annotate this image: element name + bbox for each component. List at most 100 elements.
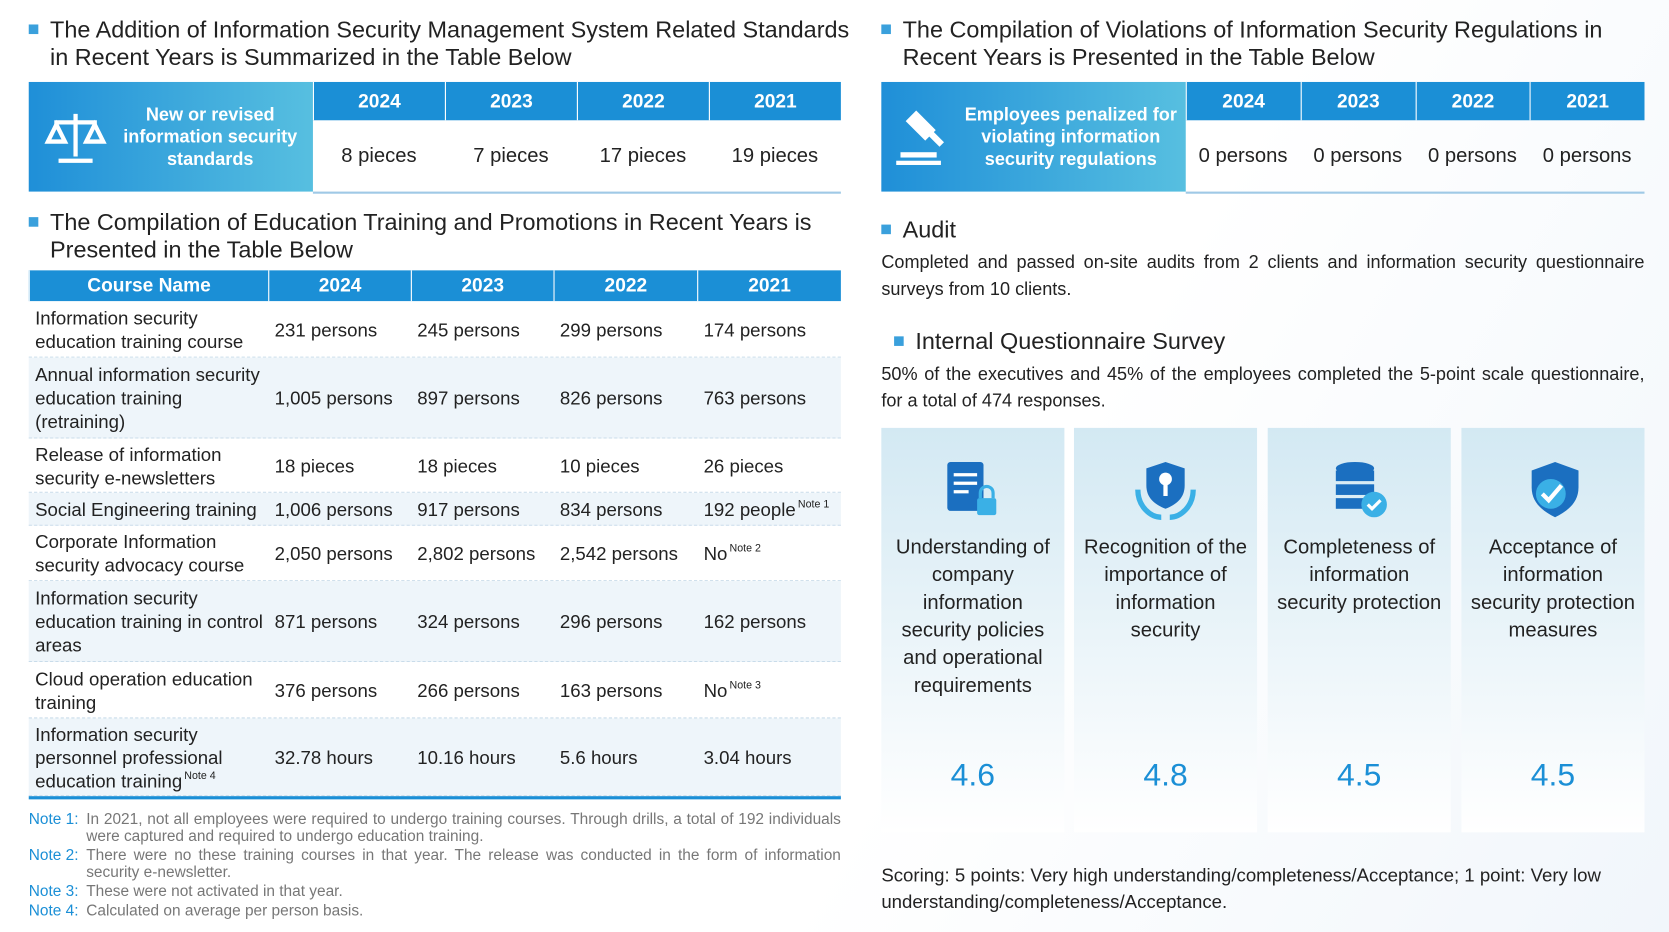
cell-text: 2,802 persons [417,542,536,565]
cell-text: 871 persons [274,610,378,633]
cell: Information security personnel professio… [29,718,268,796]
row-bg [28,357,841,439]
cell-text: 26 pieces [704,454,784,477]
cell: 266 persons [411,662,554,718]
cell-text: 2,802 persons [417,542,535,565]
cell: 324 persons [411,581,554,662]
column-header: 2021 [697,270,841,302]
cell-text: No [703,542,728,565]
note-ref: Note 4 [184,770,216,782]
card-label: Acceptance of information security prote… [1470,536,1636,642]
column-header: Course Name [28,270,269,302]
cell: Information security education training … [29,301,268,357]
cell-text: 162 persons [703,610,807,633]
card-icon [1135,461,1196,520]
column-header: 2022 [553,270,698,302]
cell: Social Engineering training [29,493,268,526]
row-bg [28,581,841,663]
cell-text: Information security education training … [35,306,268,353]
note-ref: Note 2 [729,542,761,555]
cell-text: 299 persons [559,318,663,341]
cell-text: 917 persons [417,498,520,521]
note-text: These were not activated in that year. [86,883,343,901]
cell-text: 10 pieces [560,454,640,477]
scoring-note: Scoring: 5 points: Very high understandi… [881,864,1601,913]
card-score: 4.8 [1143,757,1188,793]
cell-text: 2,050 persons [274,542,393,565]
year-header: 2021 [708,81,841,121]
cell-text: 18 pieces [274,455,355,477]
cell-text: Information security personnel professio… [35,722,268,792]
note-text: Calculated on average per person basis. [86,902,364,920]
year-header: 2022 [576,81,709,121]
cell-text: Cloud operation education training [35,667,253,713]
card-icon [947,461,997,516]
year-header: 2023 [444,81,577,121]
note: Note 2: There were no these training cour… [29,847,841,881]
cell-text: 834 persons [559,498,663,520]
cell: 231 persons [268,301,411,357]
cell-text: 1,006 persons [275,498,393,521]
card-label: Recognition of the importance of informa… [1083,536,1248,642]
gavel-icon [896,110,945,165]
cell-value: 19 pieces [731,144,819,167]
note-label: Note 3: [28,883,79,901]
cell-text: 3.04 hours [704,746,792,769]
section-title: Internal Questionnaire Survey [894,328,1225,356]
training-table: Course Name 2024 2023 2022 2021 Information s… [28,270,841,800]
survey-card: Understanding of company information sec… [881,427,1065,833]
note-text: In 2021, not all employees were required… [86,811,841,846]
cell: 897 persons [411,358,554,439]
standards-table: 2024 8 pieces 2023 7 pieces 2022 17 pieces 202… [312,81,841,194]
cell: 1,006 persons [268,493,411,526]
cell-text: 163 persons [560,679,663,702]
cell-value: 0 persons [1198,144,1288,167]
card-score: 4.5 [1337,757,1382,793]
cell: 162 persons [697,581,841,662]
violations-table: 2024 0 persons 2023 0 persons 2022 0 persons 2… [1185,81,1645,194]
note: Note 1: In 2021, not all employees were r… [29,811,841,845]
card-label: Understanding of company information sec… [895,536,1050,698]
cell: 18 pieces [411,439,554,493]
cell-text: 231 persons [274,318,378,341]
cell: 2,802 persons [411,526,554,581]
cell-text: Release of information security e-newsle… [35,443,222,489]
cell-text: 174 persons [704,318,807,341]
cell-text: 10.16 hours [417,746,516,768]
row-header: Employees penalized for violating inform… [881,81,1186,192]
cell: 299 persons [553,301,697,357]
cell-text: No [703,679,728,701]
cell-text: 2,050 persons [275,542,393,565]
year-header: 2022 [1415,81,1530,121]
cell-text: 826 persons [560,386,663,409]
cell-text: Information security education training … [35,587,263,656]
cell-text: 296 persons [559,610,663,633]
cell: Annual information security education tr… [29,358,268,439]
cell: 2,050 persons [268,526,411,581]
cell: 32.78 hours [268,718,411,796]
cell-text: 917 persons [417,498,520,520]
cell-text: 296 persons [560,610,663,633]
cell: 10 pieces [553,439,697,493]
cell-value: 17 pieces [599,144,687,167]
cell: 376 persons [268,662,411,718]
cell: Corporate Information security advocacy … [29,526,268,581]
year-header: 2024 [1185,81,1301,121]
cell-text: 266 persons [417,679,520,702]
card-score: 4.6 [950,757,996,793]
row-bg [28,438,841,493]
cell-text: Information security education training … [35,307,244,352]
cell-text: 2,542 persons [559,542,678,565]
cell: 192 people Note 1 [697,493,841,526]
cell: 296 persons [553,581,697,662]
cell-text: 231 persons [275,318,378,341]
column-header: 2023 [410,270,554,302]
cell-text: 192 people [703,498,796,520]
cell-text: Information security education training … [35,586,268,656]
cell-text: 163 persons [559,679,663,701]
card-label: Completeness of information security pro… [1277,536,1442,615]
cell-text: Release of information security e-newsle… [35,442,268,489]
row-bg [28,301,841,358]
cell-text: 18 pieces [417,455,497,477]
